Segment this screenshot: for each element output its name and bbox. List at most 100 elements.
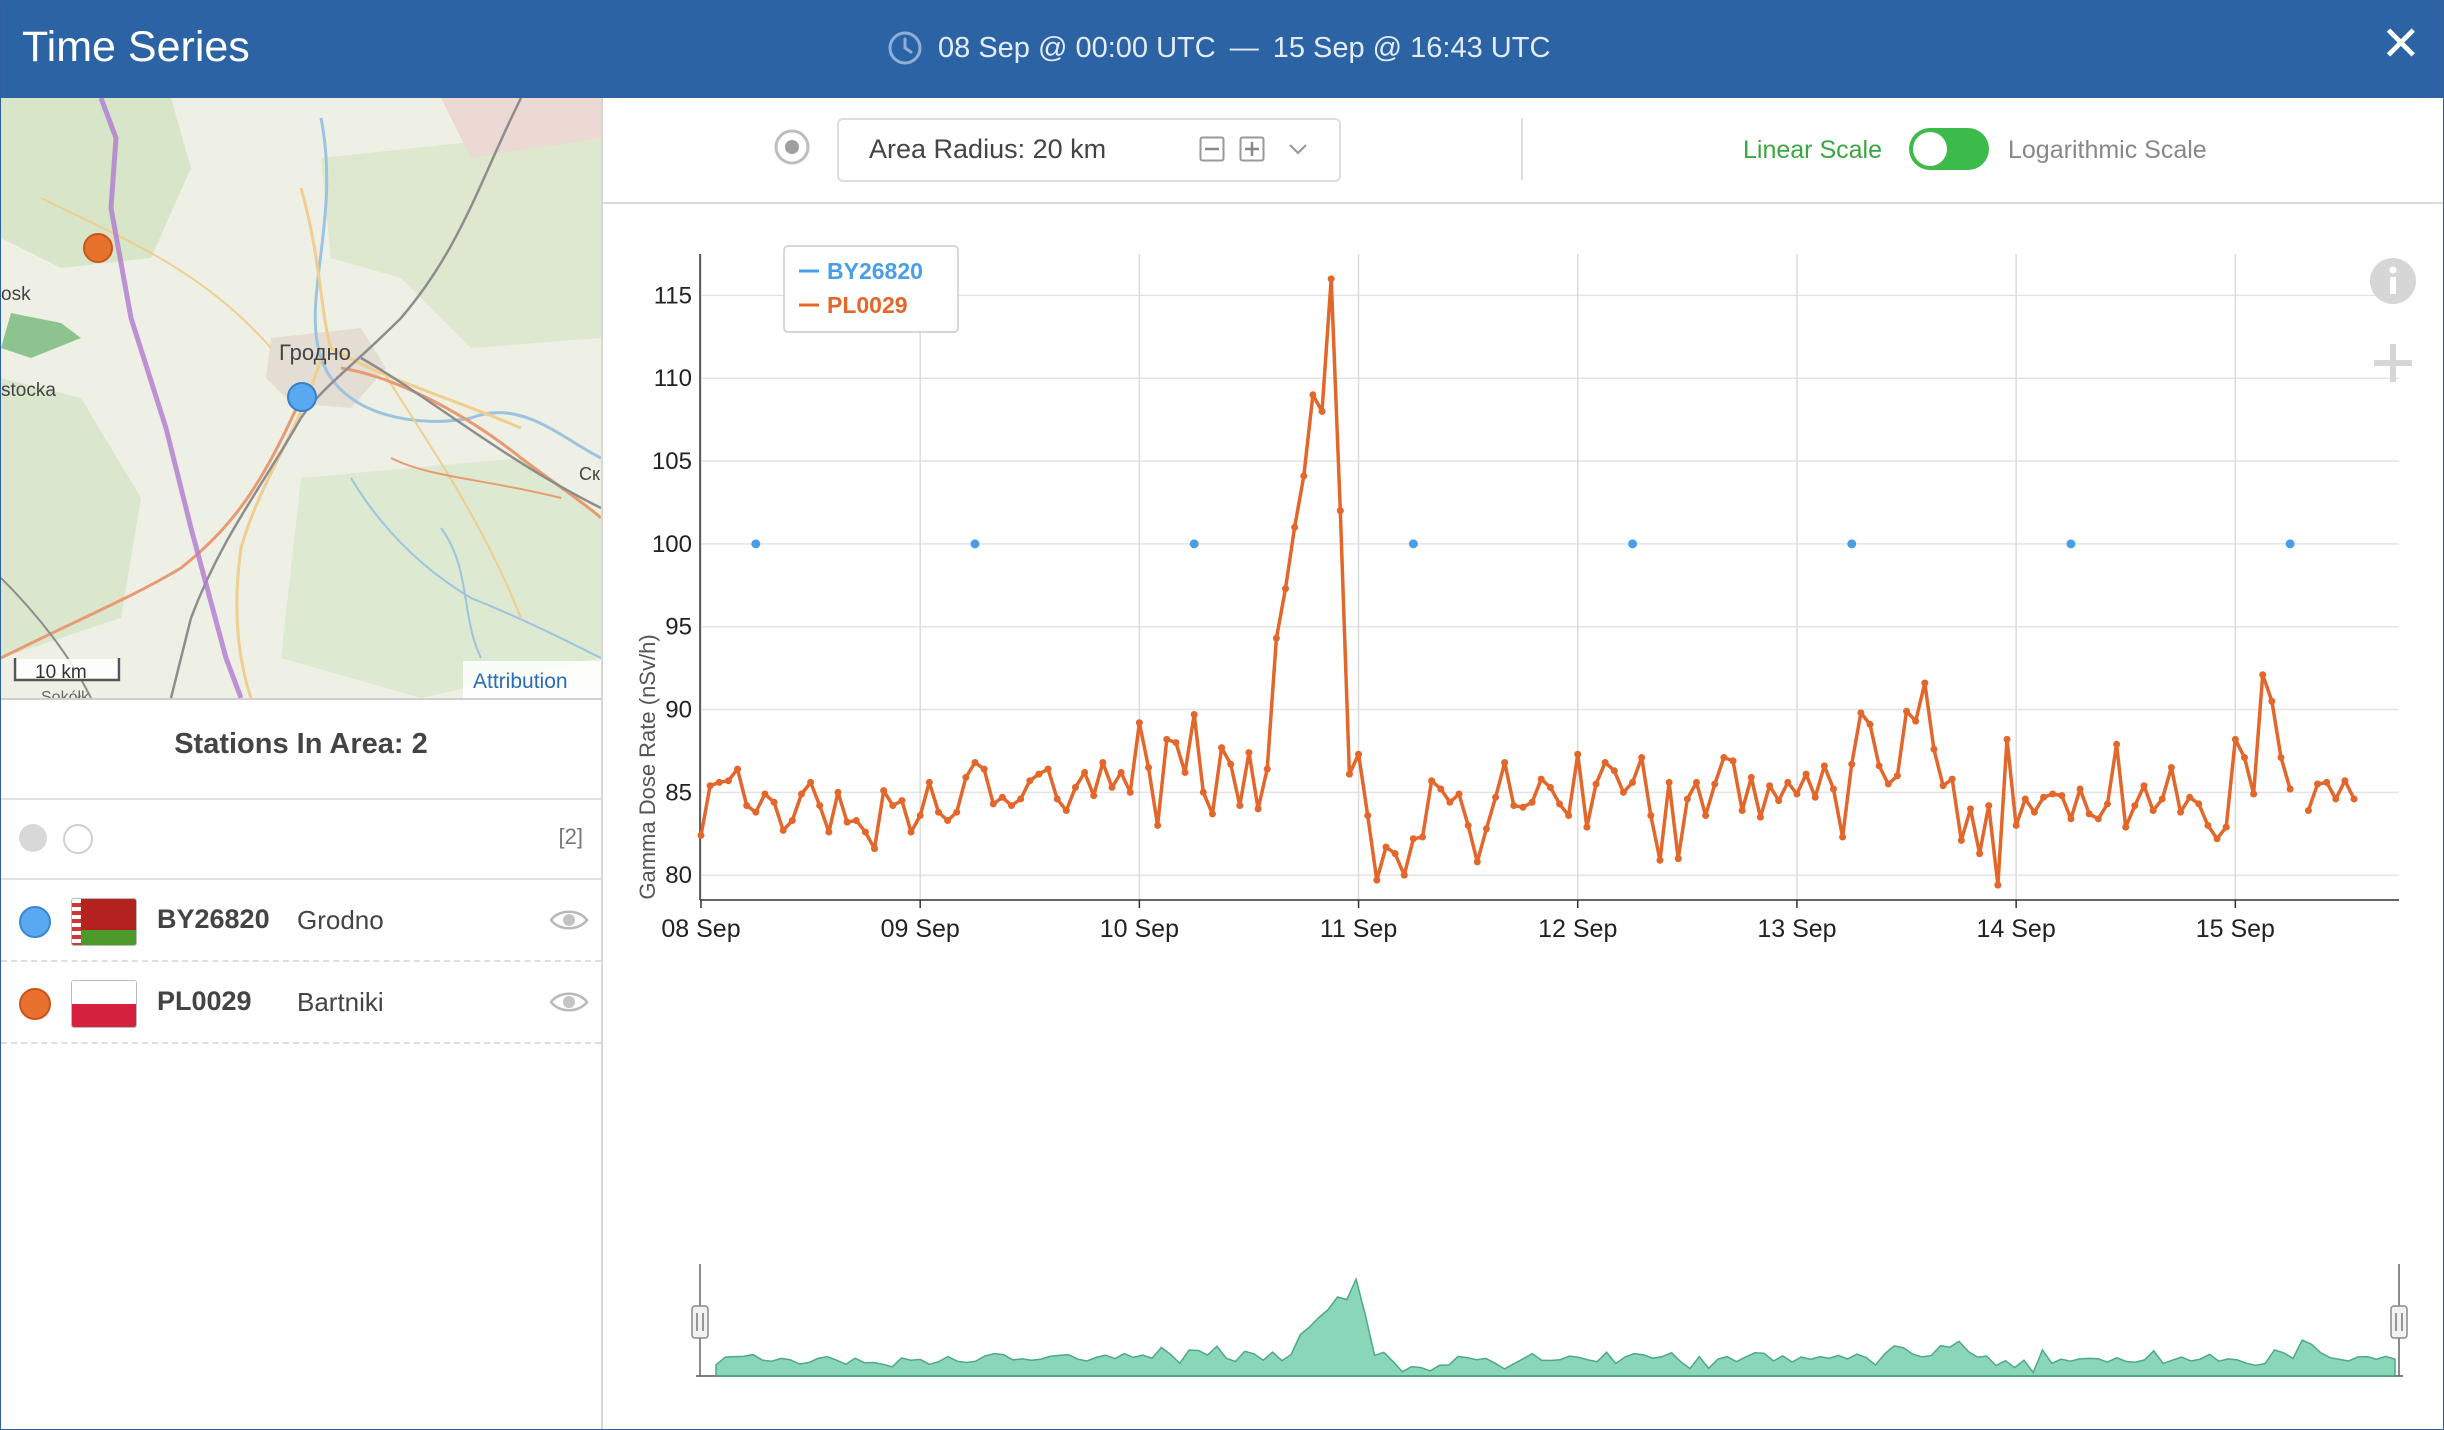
pl0029-point: [1647, 812, 1655, 820]
add-icon[interactable]: [2374, 344, 2412, 382]
series-pl0029: [697, 275, 2358, 889]
pl0029-point: [1272, 634, 1280, 642]
pl0029-point: [770, 798, 778, 806]
pl0029-point: [1126, 788, 1134, 796]
pl0029-point: [1692, 778, 1700, 786]
time-range[interactable]: 08 Sep @ 00:00 UTC — 15 Sep @ 16:43 UTC: [886, 29, 1550, 67]
pl0029-point: [1190, 710, 1198, 718]
by26820-point: [1628, 539, 1638, 549]
pl0029-point: [1327, 275, 1335, 283]
locate-target-icon[interactable]: [773, 128, 811, 166]
pl0029-point: [1081, 768, 1089, 776]
pl0029-point: [1428, 777, 1436, 785]
pl0029-point: [1026, 777, 1034, 785]
pl0029-point: [1482, 825, 1490, 833]
y-tick-label: 80: [665, 862, 692, 889]
pl0029-point: [2103, 800, 2111, 808]
pl0029-point: [1674, 855, 1682, 863]
close-button[interactable]: ✕: [2380, 18, 2421, 71]
by26820-point: [970, 539, 980, 549]
eye-icon[interactable]: [549, 906, 589, 934]
pl0029-point: [2167, 763, 2175, 771]
minus-icon[interactable]: [1199, 136, 1225, 162]
info-icon[interactable]: [2370, 258, 2416, 304]
y-tick-label: 105: [652, 448, 692, 475]
logarithmic-scale-label[interactable]: Logarithmic Scale: [2008, 136, 2207, 164]
pl0029-point: [980, 765, 988, 773]
navigator-right-handle[interactable]: [2390, 1305, 2408, 1339]
select-all-toggle[interactable]: [19, 824, 47, 852]
chart-navigator[interactable]: [691, 1264, 2408, 1377]
station-row-pl0029[interactable]: PL0029 Bartniki: [1, 962, 601, 1042]
pl0029-point: [1163, 735, 1171, 743]
pl0029-point: [1099, 759, 1107, 767]
x-tick-label: 13 Sep: [1757, 915, 1836, 943]
pl0029-point: [1336, 507, 1344, 515]
pl0029-point: [1574, 750, 1582, 758]
divider: [1, 1042, 601, 1044]
pl0029-point: [1282, 585, 1290, 593]
chevron-down-icon[interactable]: [1285, 136, 1311, 162]
pl0029-point: [1418, 833, 1426, 841]
scale-toggle[interactable]: [1909, 128, 1989, 170]
pl0029-point: [1702, 812, 1710, 820]
x-tick-label: 08 Sep: [661, 915, 740, 943]
plus-icon[interactable]: [1239, 136, 1265, 162]
pl0029-point: [752, 808, 760, 816]
pl0029-point: [1711, 780, 1719, 788]
station-map[interactable]: Гродно stocka osk Ск Sokółk 10 km Attrib…: [1, 98, 601, 700]
pl0029-point: [871, 845, 879, 853]
pl0029-point: [1117, 768, 1125, 776]
chart-legend[interactable]: BY26820 PL0029: [783, 245, 959, 333]
map-label-west: stocka: [1, 380, 56, 401]
x-tick-label: 09 Sep: [881, 915, 960, 943]
pl0029-point: [1300, 472, 1308, 480]
station-name: Grodno: [297, 905, 384, 935]
pl0029-point: [1227, 760, 1235, 768]
linear-scale-label[interactable]: Linear Scale: [1743, 136, 1882, 164]
select-none-toggle[interactable]: [63, 824, 93, 854]
chart-grid: [700, 254, 2399, 900]
station-id: PL0029: [157, 986, 252, 1016]
pl0029-point: [1263, 765, 1271, 773]
pl0029-point: [907, 828, 915, 836]
pl0029-point: [916, 812, 924, 820]
station-row-by26820[interactable]: BY26820 Grodno: [1, 880, 601, 960]
chart-axes: [699, 254, 2399, 908]
pl0029-point: [1747, 773, 1755, 781]
pl0029-point: [1656, 856, 1664, 864]
legend-item-by26820[interactable]: BY26820: [827, 258, 923, 284]
pl0029-point: [2113, 740, 2121, 748]
by26820-point: [2066, 539, 2076, 549]
pl0029-point: [1994, 881, 2002, 889]
pl0029-point: [971, 759, 979, 767]
station-color-dot: [19, 988, 51, 1020]
pl0029-point: [1528, 798, 1536, 806]
time-series-chart[interactable]: 80 85 90 95 100 105 110 115 08 Sep 09 Sep 10 Sep 1…: [603, 204, 2443, 1429]
map-attribution-link[interactable]: Attribution: [473, 670, 568, 693]
pl0029-point: [1555, 800, 1563, 808]
pl0029-point: [989, 800, 997, 808]
x-tick-label: 15 Sep: [2196, 915, 2275, 943]
y-tick-label: 95: [665, 614, 692, 641]
toggle-knob: [1913, 132, 1947, 166]
pl0029-point: [1291, 523, 1299, 531]
station-id: BY26820: [157, 904, 270, 934]
x-tick-label: 12 Sep: [1538, 915, 1617, 943]
station-color-dot: [19, 906, 51, 938]
pl0029-point: [1583, 823, 1591, 831]
map-label-city: Гродно: [279, 340, 351, 365]
stations-sidebar: Гродно stocka osk Ск Sokółk 10 km Attrib…: [1, 98, 603, 1429]
pl0029-point: [706, 782, 714, 790]
pl0029-point: [1985, 802, 1993, 810]
pl0029-point: [825, 828, 833, 836]
legend-item-pl0029[interactable]: PL0029: [827, 292, 908, 318]
navigator-left-handle[interactable]: [691, 1305, 709, 1339]
area-radius-select[interactable]: Area Radius: 20 km: [837, 118, 1341, 182]
pl0029-point: [1784, 778, 1792, 786]
pl0029-point: [1921, 679, 1929, 687]
pl0029-point: [889, 802, 897, 810]
map-label-south: Sokółk: [41, 689, 90, 698]
map-label-northwest: osk: [1, 284, 31, 305]
eye-icon[interactable]: [549, 988, 589, 1016]
